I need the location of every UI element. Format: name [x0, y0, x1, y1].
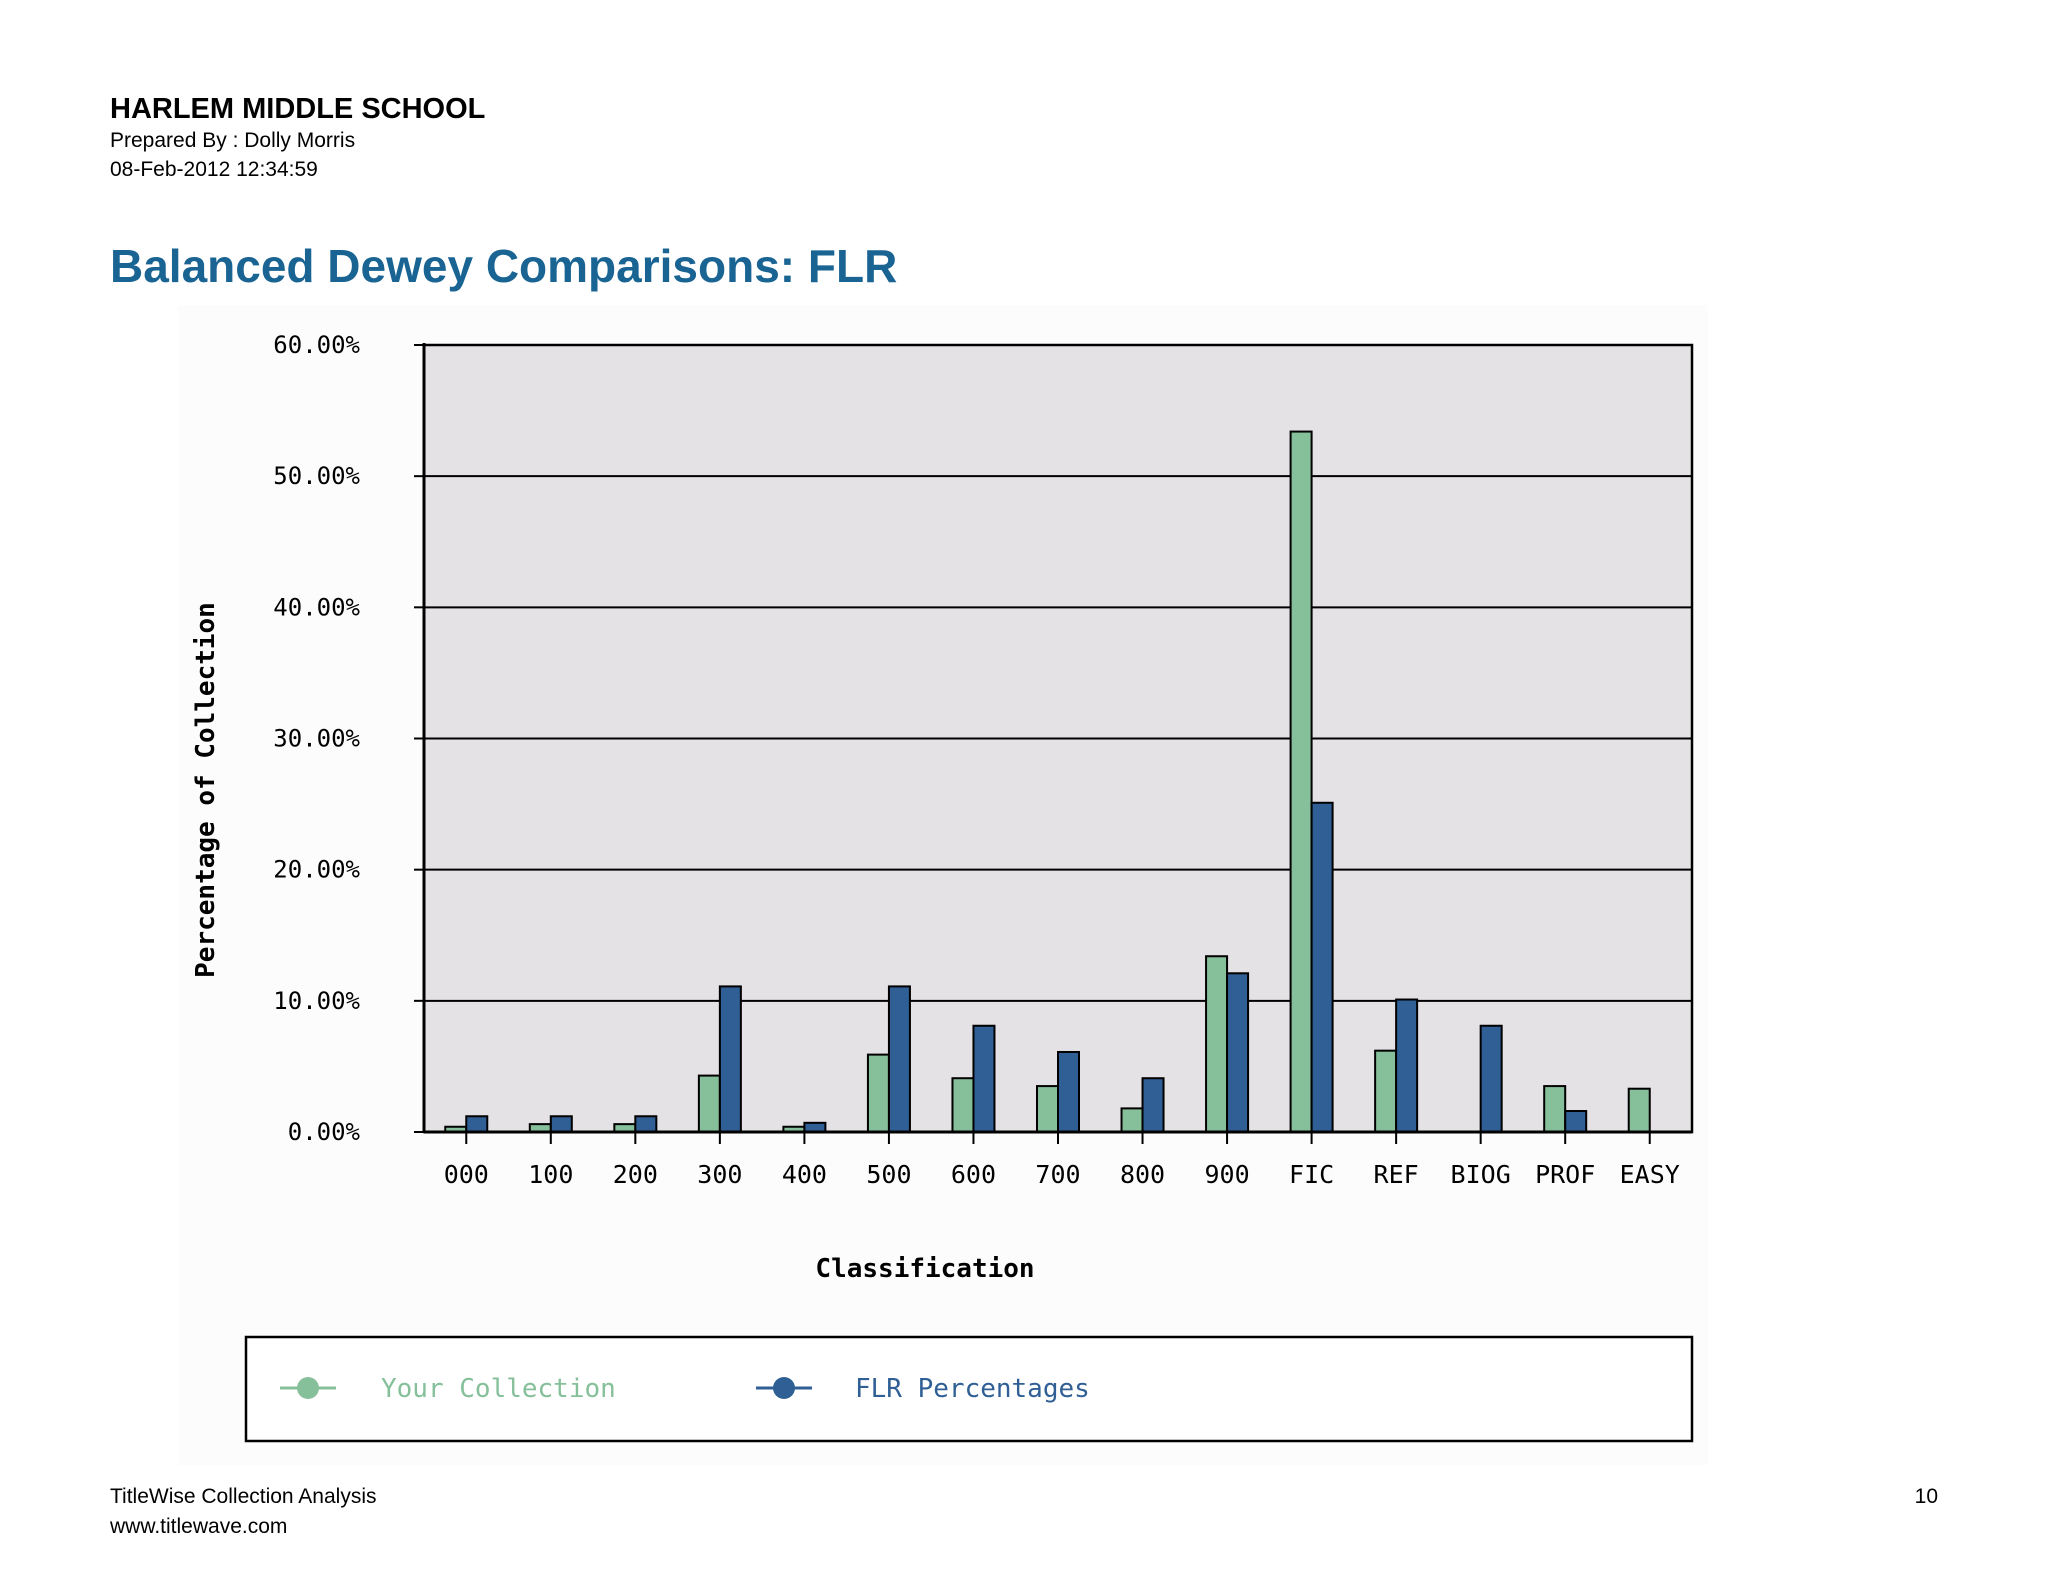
x-tick-label: 700 — [1035, 1160, 1080, 1189]
chart-area: 0.00% 10.00% 20.00% 30.00% 40.00% 50.00% 60.00… — [178, 305, 1708, 1465]
page-number: 10 — [1914, 1485, 1938, 1508]
bar-flr-500 — [887, 985, 911, 1134]
y-tick-label: 60.00% — [273, 331, 360, 359]
bar-flr-fic — [1310, 801, 1334, 1133]
bar-your-collection-800 — [1120, 1107, 1144, 1134]
legend-label-your-collection: Your Collection — [381, 1374, 616, 1404]
y-tick-label: 10.00% — [273, 987, 360, 1015]
x-tick-label: 800 — [1120, 1160, 1165, 1189]
x-tick-label: REF — [1374, 1160, 1419, 1189]
bar-your-collection-prof — [1543, 1085, 1567, 1134]
legend-item-your-collection: Your Collection — [280, 1374, 616, 1404]
page-title: Balanced Dewey Comparisons: FLR — [110, 240, 898, 292]
bar-flr-700 — [1057, 1050, 1080, 1134]
report-header: HARLEM MIDDLE SCHOOL Prepared By : Dolly… — [110, 92, 485, 184]
bar-flr-300 — [718, 985, 742, 1134]
x-tick-label: 300 — [697, 1160, 742, 1189]
bar-your-collection-600 — [951, 1077, 975, 1134]
x-tick-label: FIC — [1289, 1160, 1334, 1189]
y-tick-label: 50.00% — [273, 462, 360, 490]
x-tick-label: 900 — [1204, 1160, 1249, 1189]
footer-website: www.titlewave.com — [110, 1515, 288, 1538]
bar-flr-biog — [1479, 1024, 1503, 1134]
x-tick-label: 500 — [866, 1160, 911, 1189]
prepared-by: Prepared By : Dolly Morris — [110, 129, 356, 152]
x-tick-label: BIOG — [1451, 1160, 1511, 1189]
y-tick-label: 30.00% — [273, 725, 360, 753]
x-tick-label: 600 — [951, 1160, 996, 1189]
x-tick-label: PROF — [1535, 1160, 1595, 1189]
chart-legend: Your Collection FLR Percentages — [244, 1335, 1694, 1443]
school-name: HARLEM MIDDLE SCHOOL — [110, 93, 486, 125]
legend-box — [244, 1335, 1694, 1443]
y-axis-label: Percentage of Collection — [191, 602, 221, 978]
x-tick-label: 200 — [613, 1160, 658, 1189]
legend-marker-your-collection — [297, 1377, 319, 1399]
legend-item-flr-percentages: FLR Percentages — [756, 1374, 1090, 1404]
bar-flr-900 — [1226, 972, 1250, 1133]
x-tick-label: 100 — [528, 1160, 573, 1189]
y-tick-label: 40.00% — [273, 593, 360, 621]
bar-flr-600 — [972, 1024, 996, 1134]
bar-flr-200 — [634, 1115, 658, 1134]
bar-flr-prof — [1564, 1110, 1588, 1133]
y-tick-label: 20.00% — [273, 856, 360, 884]
x-tick-label: EASY — [1620, 1160, 1680, 1189]
report-footer: TitleWise Collection Analysis www.titlew… — [110, 1482, 376, 1542]
footer-product: TitleWise Collection Analysis — [110, 1485, 377, 1508]
bar-your-collection-300 — [697, 1074, 721, 1133]
bar-your-collection-900 — [1205, 955, 1229, 1134]
bar-flr-800 — [1141, 1077, 1165, 1134]
bar-your-collection-500 — [866, 1053, 890, 1134]
legend-label-flr-percentages: FLR Percentages — [855, 1374, 1090, 1404]
bar-flr-000 — [465, 1115, 489, 1134]
bar-flr-100 — [549, 1115, 573, 1134]
bar-chart: 0.00% 10.00% 20.00% 30.00% 40.00% 50.00% 60.00… — [191, 331, 1694, 1443]
report-datetime: 08-Feb-2012 12:34:59 — [110, 158, 318, 181]
y-tick-label: 0.00% — [288, 1118, 361, 1146]
bar-your-collection-fic — [1289, 430, 1313, 1133]
bar-flr-ref — [1395, 998, 1419, 1133]
x-tick-label: 000 — [444, 1160, 489, 1189]
bar-your-collection-ref — [1374, 1049, 1398, 1134]
bar-your-collection-700 — [1036, 1085, 1059, 1134]
x-axis-label: Classification — [815, 1254, 1034, 1284]
bar-your-collection-easy — [1627, 1087, 1651, 1134]
legend-marker-flr-percentages — [773, 1377, 795, 1399]
x-tick-label: 400 — [782, 1160, 827, 1189]
